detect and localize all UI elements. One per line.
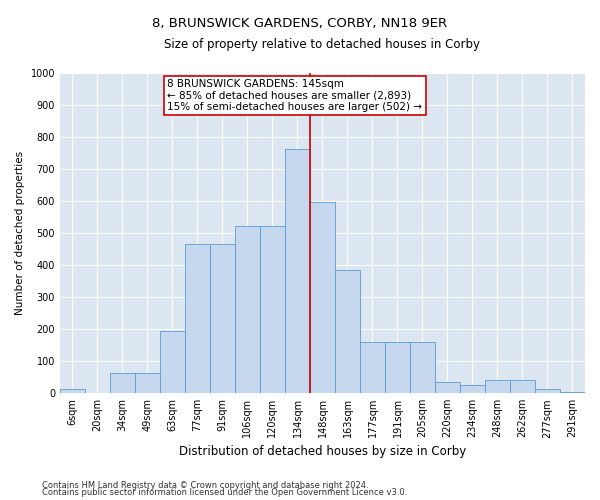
Bar (485, 380, 510, 393)
Bar (260, 226, 285, 393)
Bar (310, 202, 335, 393)
Bar (360, 342, 385, 393)
Bar (135, 374, 160, 393)
Bar (60, 390, 85, 393)
Bar (235, 226, 260, 393)
Text: Contains public sector information licensed under the Open Government Licence v3: Contains public sector information licen… (42, 488, 407, 497)
Bar (510, 380, 535, 393)
Bar (435, 382, 460, 393)
Text: 8, BRUNSWICK GARDENS, CORBY, NN18 9ER: 8, BRUNSWICK GARDENS, CORBY, NN18 9ER (152, 18, 448, 30)
Text: Contains HM Land Registry data © Crown copyright and database right 2024.: Contains HM Land Registry data © Crown c… (42, 480, 368, 490)
Bar (535, 390, 560, 393)
Bar (460, 385, 485, 393)
Title: Size of property relative to detached houses in Corby: Size of property relative to detached ho… (164, 38, 481, 51)
Bar (410, 342, 435, 393)
Y-axis label: Number of detached properties: Number of detached properties (15, 151, 25, 315)
Bar (285, 150, 310, 393)
Bar (335, 270, 360, 393)
Bar (110, 374, 135, 393)
Bar (185, 244, 210, 393)
X-axis label: Distribution of detached houses by size in Corby: Distribution of detached houses by size … (179, 444, 466, 458)
Bar (160, 330, 185, 393)
Bar (385, 342, 410, 393)
Text: 8 BRUNSWICK GARDENS: 145sqm
← 85% of detached houses are smaller (2,893)
15% of : 8 BRUNSWICK GARDENS: 145sqm ← 85% of det… (167, 79, 422, 112)
Bar (560, 392, 585, 393)
Bar (210, 244, 235, 393)
